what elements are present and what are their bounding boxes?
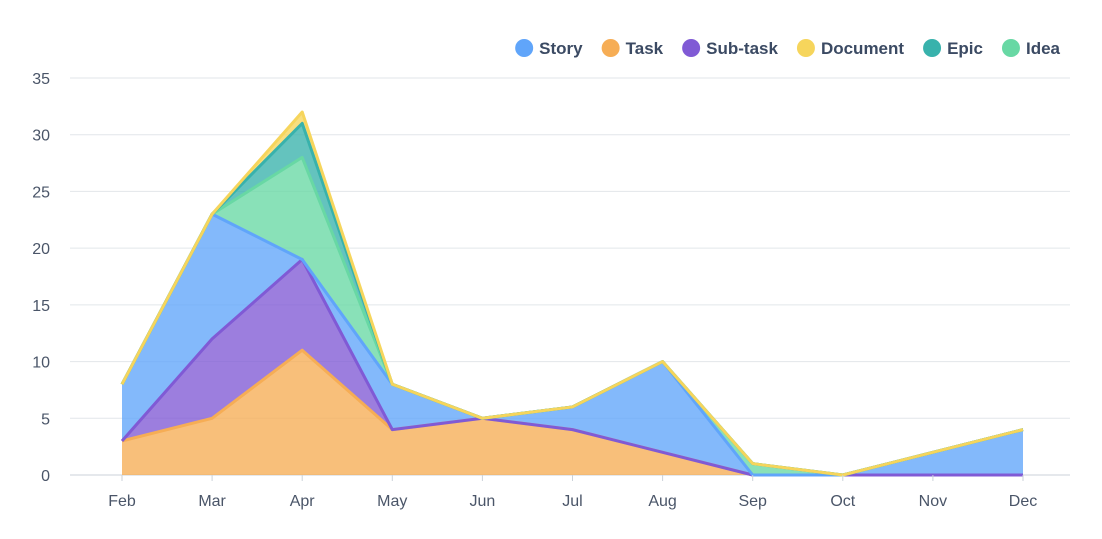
y-tick-label: 20 [32, 241, 50, 258]
x-tick-label: Feb [108, 493, 136, 510]
legend-item-task[interactable]: Task [601, 39, 664, 58]
legend-label: Idea [1026, 39, 1061, 58]
x-tick-label: May [377, 493, 407, 510]
legend-swatch [682, 39, 701, 57]
legend-label: Epic [947, 39, 983, 58]
x-tick-label: Oct [830, 493, 855, 510]
area-task[interactable] [122, 350, 1023, 475]
x-tick-label: Jul [562, 493, 582, 510]
line-sub-task [120, 257, 1023, 477]
line-document [120, 110, 1024, 477]
legend-swatch [515, 39, 534, 57]
legend-label: Sub-task [706, 39, 778, 58]
x-tick-label: Dec [1009, 493, 1037, 510]
y-tick-label: 5 [41, 411, 50, 428]
x-tick-label: Sep [738, 493, 767, 510]
legend-swatch [796, 39, 815, 57]
legend-label: Document [821, 39, 904, 58]
series-lines [120, 110, 1024, 477]
legend-item-story[interactable]: Story [515, 39, 583, 58]
axes: 0 5 10 15 20 25 30 35 Feb Mar Apr May Jun Jul Aug Sep Oc… [32, 71, 1037, 510]
y-tick-label: 0 [41, 468, 50, 485]
legend-swatch [601, 39, 620, 57]
area-story[interactable] [122, 214, 1023, 475]
legend-item-epic[interactable]: Epic [923, 39, 983, 58]
y-tick-label: 25 [32, 184, 50, 201]
legend[interactable]: Story Task Sub-task Document Epic Idea [515, 39, 1061, 58]
legend-swatch [1001, 39, 1020, 57]
x-tick-label: Nov [919, 493, 947, 510]
y-tick-label: 35 [32, 71, 50, 88]
y-tick-label: 10 [32, 355, 50, 372]
x-tick-label: Mar [198, 493, 226, 510]
y-tick-label: 30 [32, 128, 50, 145]
x-tick-label: Aug [648, 493, 676, 510]
legend-label: Task [626, 39, 664, 58]
x-tick-label: Apr [290, 493, 316, 510]
y-tick-label: 15 [32, 298, 50, 315]
legend-item-sub-task[interactable]: Sub-task [682, 39, 778, 58]
x-tick-label: Jun [470, 493, 496, 510]
legend-item-idea[interactable]: Idea [1001, 39, 1061, 58]
legend-item-document[interactable]: Document [796, 39, 904, 58]
series-areas [122, 112, 1023, 476]
legend-label: Story [539, 39, 583, 58]
legend-swatch [923, 39, 942, 57]
